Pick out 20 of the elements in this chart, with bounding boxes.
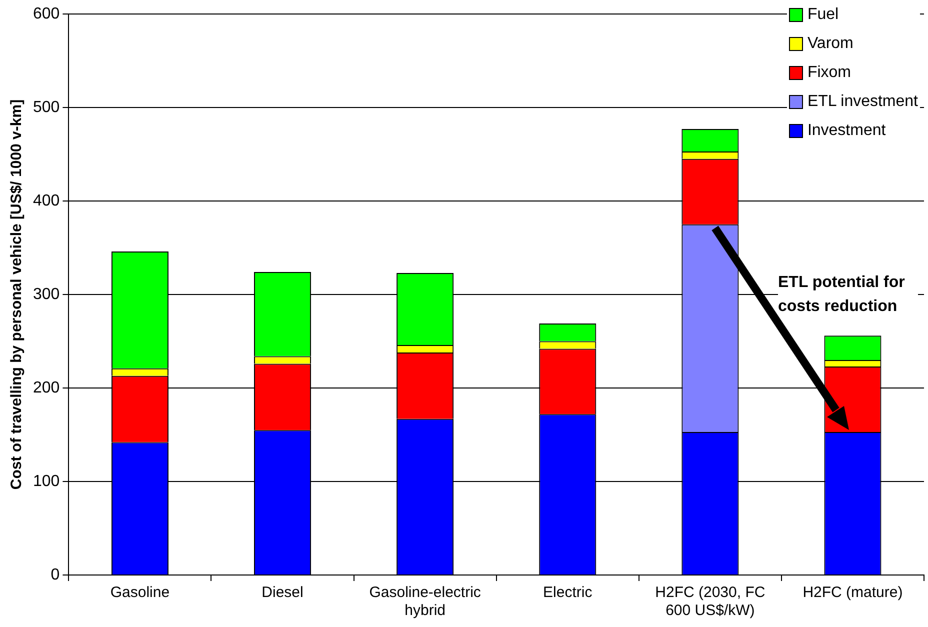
- y-tick-label: 0: [50, 566, 60, 584]
- y-tick-label: 400: [32, 192, 60, 210]
- annotation: ETL potential for costs reduction: [778, 271, 918, 319]
- y-tick-label: 300: [32, 286, 60, 303]
- x-tick-label: Diesel: [262, 584, 304, 602]
- y-tick-label: 600: [32, 5, 60, 22]
- legend-label: Investment: [807, 121, 886, 141]
- x-tick-label: H2FC (mature): [802, 584, 903, 602]
- x-tick-label: Gasoline: [110, 584, 170, 602]
- y-tick-label: 100: [32, 472, 60, 490]
- legend-label: Fixom: [807, 63, 851, 83]
- y-axis-title: Cost of travelling by personal vehicle [US$/ 1000 v-km]: [8, 99, 26, 490]
- x-tick-label: H2FC (2030, FC 600 US$/kW): [655, 584, 766, 620]
- legend-label: Fuel: [807, 5, 839, 25]
- x-tick-label: Electric: [543, 584, 593, 602]
- legend-label: ETL investment: [807, 92, 918, 112]
- x-tick-label: Gasoline-electric hybrid: [369, 584, 482, 620]
- y-tick-label: 200: [32, 379, 60, 396]
- y-tick-label: 500: [32, 98, 60, 116]
- legend-label: Varom: [807, 34, 854, 54]
